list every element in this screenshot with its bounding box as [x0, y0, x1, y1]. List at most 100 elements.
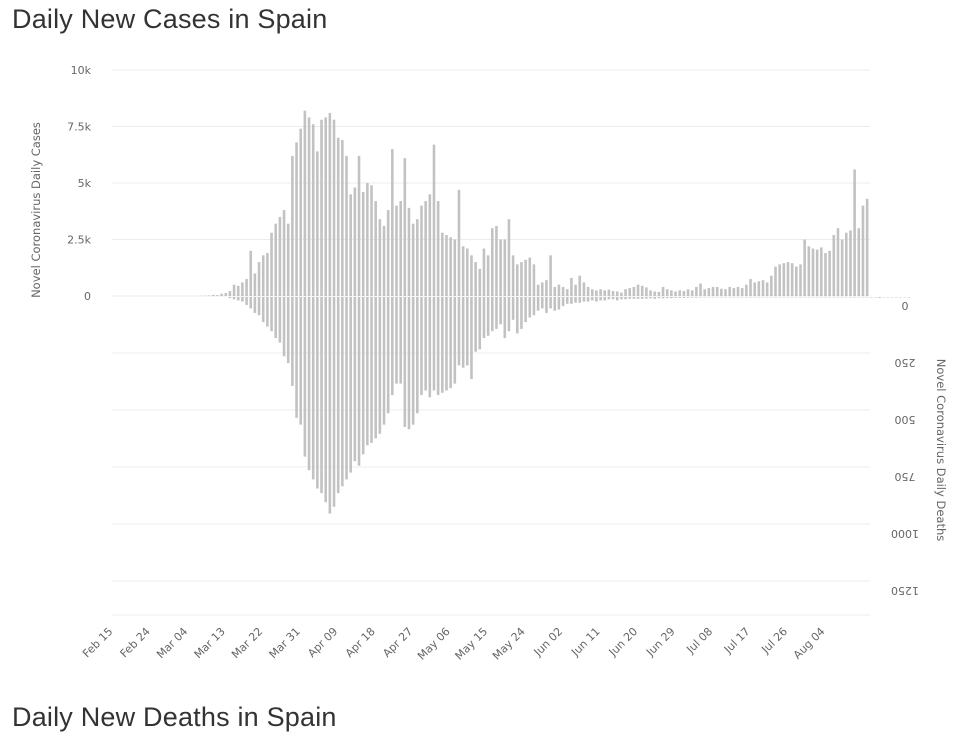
case-bar	[761, 280, 765, 296]
death-bar	[524, 297, 527, 323]
death-bar	[303, 297, 307, 457]
death-bar	[386, 297, 390, 414]
case-bar	[370, 185, 373, 296]
death-bar	[428, 297, 432, 398]
case-bar	[790, 263, 794, 296]
case-bar	[795, 266, 798, 296]
death-bar	[449, 297, 452, 389]
death-bar	[590, 297, 594, 301]
death-bar	[482, 297, 486, 339]
case-bar	[282, 210, 286, 296]
y-right-tick-label: 250	[895, 356, 916, 369]
y-right-axis-title: Novel Coronavirus Daily Deaths	[934, 359, 948, 541]
case-bar	[395, 205, 398, 296]
death-bar	[532, 297, 536, 316]
death-bar	[495, 297, 498, 329]
death-bar	[491, 297, 494, 332]
case-bar	[461, 246, 465, 296]
case-bar	[245, 279, 248, 296]
case-bar	[441, 232, 444, 296]
case-bar	[574, 284, 577, 296]
death-bar	[411, 297, 415, 425]
case-bar	[549, 255, 552, 296]
death-bar	[878, 297, 881, 298]
case-bar	[620, 292, 623, 296]
x-tick-label: Jun 02	[531, 625, 565, 659]
death-bar	[599, 297, 602, 301]
case-bar	[316, 151, 319, 296]
case-bar	[491, 228, 494, 296]
case-bar	[840, 239, 844, 296]
case-bar	[861, 205, 865, 296]
case-bar	[224, 293, 228, 296]
case-bar	[553, 286, 557, 296]
death-bar	[636, 297, 640, 299]
death-bar	[420, 297, 423, 396]
x-tick-label: Jun 11	[568, 625, 602, 659]
case-bar	[845, 232, 848, 296]
case-bar	[353, 187, 357, 296]
death-bar	[470, 297, 473, 380]
case-bar	[228, 291, 232, 296]
death-bar	[632, 297, 636, 299]
x-tick-label: Jun 29	[643, 625, 677, 659]
death-bar	[407, 297, 411, 430]
death-bar	[611, 297, 615, 300]
case-bar	[686, 289, 690, 296]
death-bar	[561, 297, 565, 307]
case-bar	[824, 253, 827, 296]
death-bar	[511, 297, 515, 320]
death-bar	[341, 297, 344, 487]
case-bar	[782, 263, 786, 296]
x-tick-label: Feb 15	[80, 625, 115, 660]
case-bar	[657, 291, 661, 296]
case-bar	[803, 239, 806, 296]
case-bar	[453, 239, 457, 296]
death-bar	[345, 297, 348, 480]
x-tick-label: Jul 26	[758, 625, 790, 657]
death-bar	[349, 297, 352, 473]
death-bar	[545, 297, 548, 313]
death-bar	[432, 297, 436, 391]
case-bar	[311, 124, 315, 297]
x-tick-label: Apr 27	[380, 625, 415, 660]
case-bar	[615, 291, 619, 296]
death-bar	[640, 297, 644, 299]
case-bar	[470, 255, 473, 296]
case-bar	[678, 290, 681, 296]
case-bar	[570, 277, 573, 296]
death-bar	[678, 297, 681, 298]
death-bar	[332, 297, 336, 507]
case-bar	[257, 262, 261, 296]
case-bar	[815, 249, 819, 296]
death-bar	[253, 297, 257, 313]
death-bar	[503, 297, 507, 339]
case-bar	[582, 282, 586, 296]
gridlines	[112, 69, 870, 616]
case-bar	[807, 246, 811, 296]
case-bar	[432, 144, 436, 296]
death-bar	[261, 297, 265, 323]
death-bar	[607, 297, 611, 300]
case-bar	[674, 291, 677, 296]
death-bar	[378, 297, 382, 434]
case-bar	[436, 201, 440, 296]
case-bar	[736, 286, 740, 296]
death-bar	[557, 297, 561, 310]
death-bar	[236, 297, 240, 301]
case-bar	[832, 234, 836, 296]
case-bar	[811, 248, 815, 296]
death-bar	[645, 297, 648, 299]
y-left-tick-label: 7.5k	[67, 121, 91, 134]
case-bar	[624, 289, 627, 296]
death-bar	[628, 297, 632, 299]
case-bar	[386, 210, 390, 296]
x-tick-label: Feb 24	[118, 625, 153, 660]
case-bar	[665, 289, 669, 296]
death-bar	[582, 297, 586, 302]
death-bar	[324, 297, 327, 503]
death-bar	[615, 297, 619, 301]
case-bar	[357, 155, 361, 296]
case-bar	[295, 142, 298, 296]
y-right-tick-label: 0	[902, 299, 909, 312]
